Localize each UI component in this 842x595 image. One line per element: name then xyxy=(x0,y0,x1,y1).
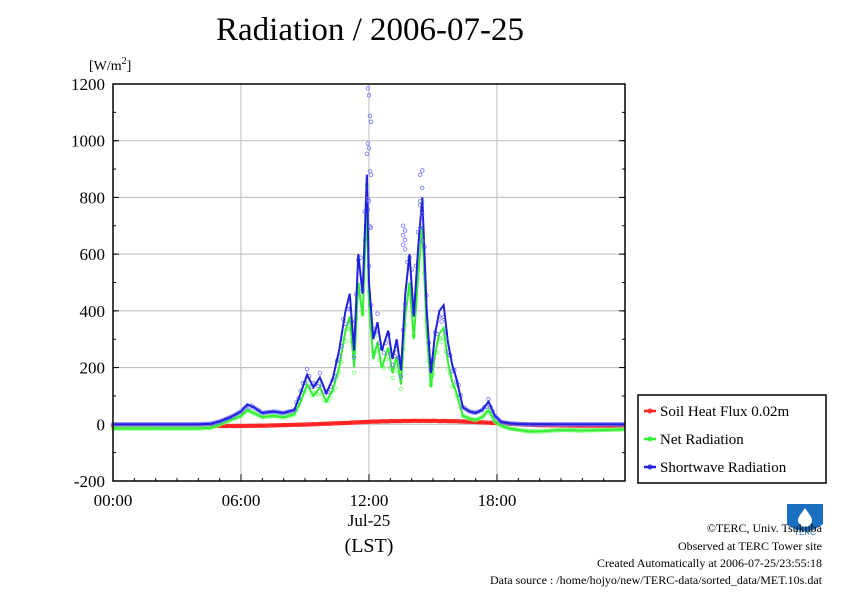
series-net-radiation xyxy=(110,182,626,434)
data-point xyxy=(420,212,425,217)
legend-label: Soil Heat Flux 0.02m xyxy=(660,404,790,420)
x-tick-label: 12:00 xyxy=(350,491,389,510)
data-point xyxy=(313,390,318,396)
data-point xyxy=(400,233,406,238)
y-tick-label: 400 xyxy=(80,302,106,321)
chart-title: Radiation / 2006-07-25 xyxy=(216,12,524,48)
data-point xyxy=(315,392,320,397)
footer-source: Data source : /home/hojyo/new/TERC-data/… xyxy=(489,573,822,587)
data-point xyxy=(402,228,408,233)
legend-label: Shortwave Radiation xyxy=(660,460,787,476)
data-point xyxy=(420,238,425,244)
data-point xyxy=(304,366,310,372)
data-point xyxy=(439,319,444,324)
data-point xyxy=(368,225,374,230)
legend-marker xyxy=(647,464,653,470)
data-point xyxy=(351,354,357,360)
data-point xyxy=(398,374,404,379)
data-point xyxy=(439,339,444,344)
y-tick-label: 1200 xyxy=(71,75,105,94)
data-point xyxy=(381,350,387,356)
footer-site: Observed at TERC Tower site xyxy=(677,539,822,553)
data-point xyxy=(365,196,371,202)
y-tick-label: 1000 xyxy=(71,132,105,151)
data-point xyxy=(366,146,372,151)
legend-label: Net Radiation xyxy=(660,432,744,448)
x-tick-label: 06:00 xyxy=(222,491,261,510)
data-point xyxy=(368,119,374,125)
data-point xyxy=(420,168,425,173)
terc-logo-icon: TERC xyxy=(785,502,825,538)
data-point xyxy=(368,172,374,177)
y-axis-label: [W/m2] xyxy=(89,56,131,74)
x-axis-date-label: Jul-25 xyxy=(348,511,391,530)
y-tick-label: 800 xyxy=(80,188,106,207)
data-point xyxy=(365,86,371,91)
plot-frame xyxy=(112,83,626,482)
data-point xyxy=(402,237,408,243)
data-point xyxy=(366,93,372,98)
legend-marker xyxy=(647,436,653,442)
y-tick-label: 0 xyxy=(97,415,106,434)
data-point xyxy=(375,311,380,316)
data-point xyxy=(390,362,395,368)
x-tick-label: 00:00 xyxy=(94,491,133,510)
data-point xyxy=(351,370,357,375)
data-point xyxy=(400,242,406,247)
data-point xyxy=(367,113,373,119)
series-line xyxy=(113,203,626,433)
data-point xyxy=(484,410,489,415)
legend: Soil Heat Flux 0.02m Net Radiation Shortwa… xyxy=(637,394,827,484)
data-point xyxy=(418,172,423,177)
data-point xyxy=(367,224,373,229)
data-point xyxy=(381,365,387,371)
data-point xyxy=(390,375,395,380)
series-shortwave-radiation xyxy=(110,151,626,427)
data-point xyxy=(402,247,408,252)
footer-copyright: ©TERC, Univ. Tsukuba xyxy=(706,521,822,535)
legend-box xyxy=(637,394,827,484)
series-line xyxy=(113,174,625,426)
footer-created: Created Automatically at 2006-07-25/23:5… xyxy=(597,556,822,570)
data-point xyxy=(482,405,487,410)
data-point xyxy=(364,151,370,157)
series-layer xyxy=(110,86,626,434)
data-point xyxy=(365,141,371,146)
data-point xyxy=(317,370,323,376)
data-point xyxy=(366,199,372,204)
y-tick-label: 200 xyxy=(80,359,106,378)
data-point xyxy=(418,225,423,230)
data-point xyxy=(418,199,423,204)
legend-marker xyxy=(647,408,653,414)
x-axis-ticks: 00:00 06:00 12:00 18:00 xyxy=(94,474,626,510)
data-point xyxy=(400,223,406,228)
y-tick-label: -200 xyxy=(74,472,105,491)
data-point xyxy=(315,383,320,389)
x-axis-label: (LST) xyxy=(345,535,394,557)
data-point xyxy=(420,185,425,191)
logo-text: TERC xyxy=(794,528,816,537)
data-point xyxy=(398,386,404,392)
shortwave-peak-points xyxy=(365,86,425,252)
x-tick-label: 18:00 xyxy=(478,491,517,510)
y-tick-label: 600 xyxy=(80,245,106,264)
